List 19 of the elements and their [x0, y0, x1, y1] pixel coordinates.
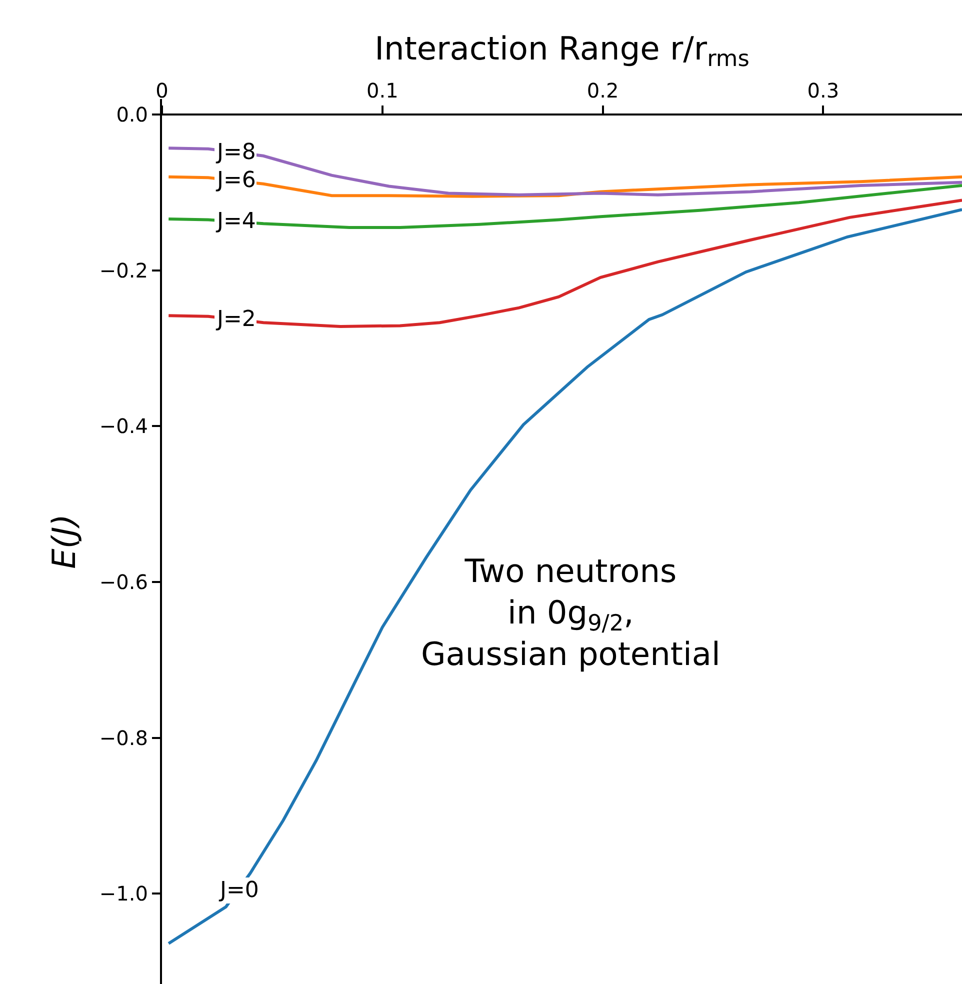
line-series	[167, 208, 962, 945]
series-label: J=0	[218, 878, 259, 903]
x-axis-title: Interaction Range r/r$_{rms}$	[374, 29, 750, 72]
series-label: J=6	[215, 168, 256, 193]
series-label: J=2	[215, 307, 256, 332]
y-tick-label: −1.0	[99, 882, 148, 906]
y-tick-label: 0.0	[116, 102, 148, 127]
x-tick-label: 0.3	[807, 78, 840, 103]
y-tick-label: −0.2	[99, 258, 148, 282]
x-tick-label: 0.1	[366, 78, 398, 103]
y-tick-label: −0.4	[99, 414, 148, 438]
y-tick-label: −0.6	[99, 570, 148, 594]
series-label: J=4	[215, 209, 256, 234]
x-tick-label: 0	[156, 78, 168, 103]
series-label: J=8	[215, 140, 256, 165]
y-tick-label: −0.8	[99, 726, 148, 750]
x-tick-label: 0.2	[586, 78, 619, 103]
y-axis-title: E(J)	[45, 514, 84, 569]
annotation: Two neutrons in 0g$_{9/2}$, Gaussian potential	[421, 552, 720, 674]
